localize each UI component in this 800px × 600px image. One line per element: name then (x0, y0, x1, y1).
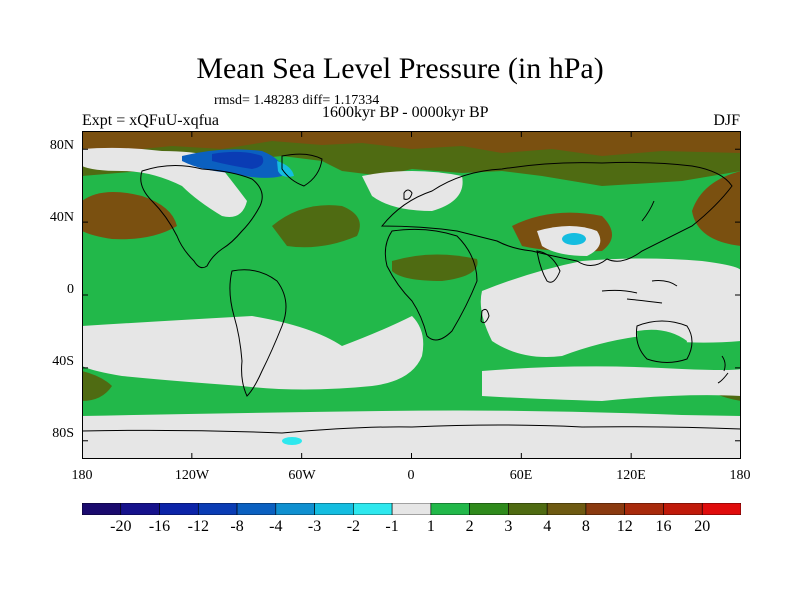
lon-label-180e: 180 (729, 468, 751, 483)
colorbar-swatch (469, 503, 509, 515)
colorbar-swatch (159, 503, 199, 515)
season-label: DJF (713, 112, 740, 129)
lon-label-60w: 60W (288, 468, 316, 483)
arctic-cyan-edge (277, 161, 294, 177)
colorbar-label: -2 (346, 518, 361, 535)
lat-label-40s: 40S (52, 354, 74, 369)
coast-japan (641, 200, 655, 222)
atlantic-olive-patch (272, 205, 360, 248)
colorbar-swatch (701, 503, 741, 515)
colorbar-label: -3 (307, 518, 322, 535)
coast-india (536, 250, 561, 283)
colorbar-swatch (430, 503, 470, 515)
arctic-brown-band (82, 131, 741, 156)
coast-indonesia (601, 280, 678, 304)
colorbar-label: 20 (694, 518, 711, 535)
colorbar-label: 1 (426, 518, 435, 535)
colorbar-label: -16 (148, 518, 171, 535)
coast-antarctica (82, 424, 741, 434)
colorbar-label: -8 (230, 518, 244, 535)
tibet-cyan-patch (562, 233, 586, 245)
experiment-label: Expt = xQFuU-xqfua (82, 112, 220, 129)
lat-label-80n: 80N (49, 138, 74, 153)
arctic-blue-core (212, 151, 264, 169)
colorbar-swatch (82, 503, 122, 515)
south-olive-band-west (82, 371, 112, 401)
lon-label-120w: 120W (174, 468, 210, 483)
colorbar-label: -20 (110, 518, 132, 535)
stats-text: rmsd= 1.48283 diff= 1.17334 (214, 93, 380, 108)
indian-ocean-neutral (480, 258, 741, 357)
map-ticks (82, 131, 741, 459)
coast-greenland (281, 153, 323, 187)
lat-label-80s: 80S (52, 426, 74, 441)
australia-neutral (637, 329, 687, 366)
colorbar-swatch (120, 503, 160, 515)
coastlines (82, 153, 741, 434)
colorbar-swatch (236, 503, 277, 515)
coast-south-america (229, 269, 287, 397)
pacific-brown-patch-west (82, 192, 177, 240)
colorbar (82, 503, 741, 515)
coast-north-america (140, 165, 263, 269)
colorbar-label: 16 (655, 518, 672, 535)
colorbar-swatch (314, 503, 354, 515)
subtitle: 1600kyr BP - 0000kyr BP (322, 104, 489, 121)
page-title: Mean Sea Level Pressure (in hPa) (196, 52, 604, 85)
southern-ocean-neutral (82, 316, 424, 390)
colorbar-label: 12 (616, 518, 633, 535)
africa-olive-patch (392, 254, 478, 281)
colorbar-swatch (353, 503, 393, 515)
colorbar-label: 8 (581, 518, 590, 535)
colorbar-label: -12 (187, 518, 209, 535)
lon-label-60e: 60E (509, 468, 533, 483)
colorbar-swatch (546, 503, 587, 515)
colorbar-swatch (197, 503, 238, 515)
eurasia-neutral (362, 171, 463, 211)
colorbar-label: 4 (543, 518, 552, 535)
lat-label-40n: 40N (49, 210, 74, 225)
colorbar-label: 2 (465, 518, 474, 535)
antarctica-neutral (82, 410, 741, 459)
coast-madagascar (480, 308, 490, 324)
southern-ocean-neutral-east (482, 366, 741, 401)
coast-eurasia (380, 161, 733, 266)
coast-new-zealand (717, 355, 729, 384)
colorbar-swatch (275, 503, 315, 515)
colorbar-swatch (663, 503, 703, 515)
colorbar-label: -1 (385, 518, 399, 535)
lon-label-180w: 180 (71, 468, 93, 483)
coast-africa (384, 228, 478, 341)
lat-label-0: 0 (67, 282, 74, 297)
antarctic-cyan-patch (282, 437, 302, 445)
pressure-map (82, 131, 741, 459)
lon-label-120e: 120E (616, 468, 646, 483)
colorbar-label: -4 (269, 518, 283, 535)
colorbar-label: 3 (504, 518, 513, 535)
colorbar-swatch (508, 503, 548, 515)
colorbar-swatch (391, 503, 432, 515)
coast-australia (636, 320, 693, 363)
colorbar-swatch (585, 503, 626, 515)
lon-label-0: 0 (407, 468, 415, 483)
coast-uk (403, 189, 413, 200)
colorbar-swatch (624, 503, 664, 515)
